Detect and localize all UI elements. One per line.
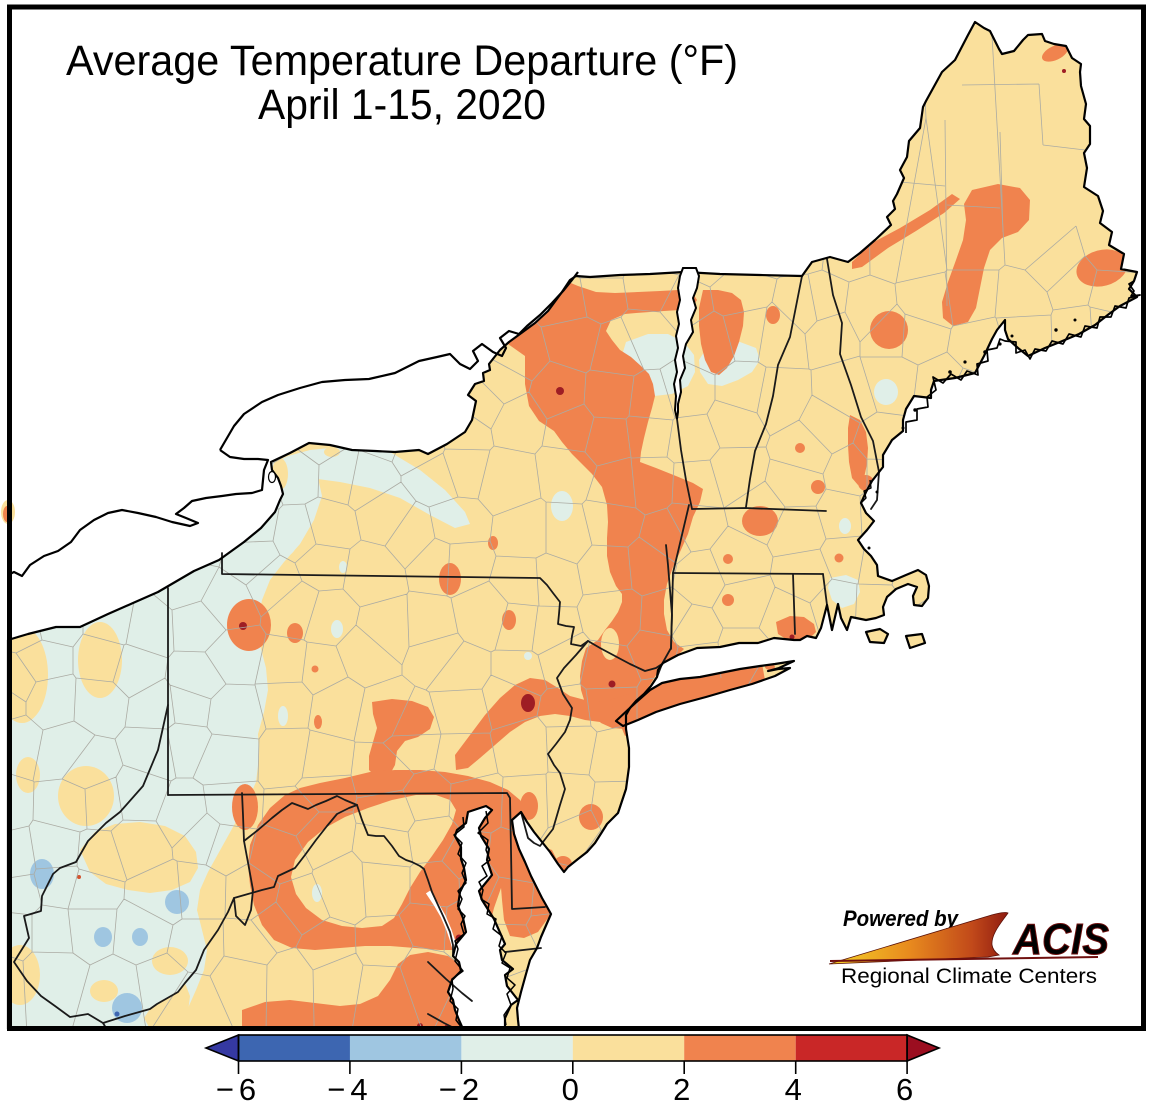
svg-text:Powered by: Powered by bbox=[843, 906, 960, 931]
svg-text:Average Temperature Departure: Average Temperature Departure (°F) bbox=[66, 37, 738, 85]
svg-text:−2: −2 bbox=[439, 1072, 484, 1107]
svg-text:4: 4 bbox=[785, 1072, 807, 1107]
svg-text:−4: −4 bbox=[327, 1072, 372, 1107]
svg-text:April 1-15, 2020: April 1-15, 2020 bbox=[258, 81, 546, 129]
svg-text:0: 0 bbox=[562, 1072, 584, 1107]
svg-text:−6: −6 bbox=[216, 1072, 261, 1107]
svg-text:6: 6 bbox=[896, 1072, 918, 1107]
svg-text:Regional Climate Centers: Regional Climate Centers bbox=[841, 965, 1097, 988]
svg-text:2: 2 bbox=[673, 1072, 695, 1107]
svg-text:ACIS: ACIS bbox=[1012, 915, 1109, 964]
